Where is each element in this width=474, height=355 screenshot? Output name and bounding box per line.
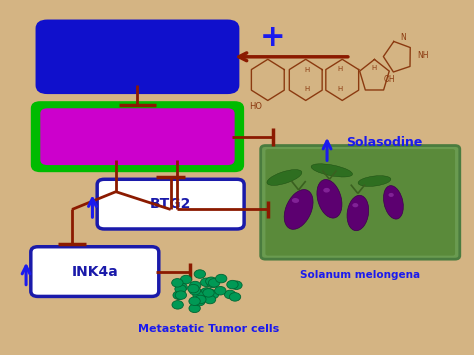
Circle shape [227,280,238,289]
Text: N: N [400,33,406,42]
Ellipse shape [317,180,342,218]
Circle shape [194,270,206,278]
Ellipse shape [267,170,302,185]
Circle shape [175,285,186,293]
Ellipse shape [389,193,394,197]
Ellipse shape [292,198,299,203]
Circle shape [200,289,211,297]
Circle shape [224,290,236,299]
Circle shape [181,275,192,284]
Text: INK4a: INK4a [72,264,118,279]
FancyBboxPatch shape [31,101,244,172]
Text: H: H [304,67,310,73]
FancyBboxPatch shape [261,146,460,259]
Circle shape [203,289,214,297]
Ellipse shape [383,186,403,219]
FancyBboxPatch shape [36,20,239,94]
Text: NH: NH [417,50,428,60]
Circle shape [216,274,227,283]
Circle shape [201,278,212,286]
Circle shape [201,288,212,296]
Circle shape [206,277,217,285]
Text: Solasodine: Solasodine [346,136,422,148]
Text: Solanum melongena: Solanum melongena [300,270,420,280]
FancyBboxPatch shape [97,179,244,229]
Text: +: + [260,23,285,52]
Circle shape [189,286,201,295]
Circle shape [176,283,187,291]
Ellipse shape [347,195,369,231]
Circle shape [204,295,216,304]
Text: OH: OH [384,75,396,84]
Ellipse shape [323,188,330,192]
Ellipse shape [311,164,353,177]
Circle shape [175,291,187,299]
Circle shape [188,284,199,293]
Ellipse shape [352,203,358,207]
Circle shape [207,279,219,288]
Circle shape [231,281,242,289]
Text: Metastatic Tumor cells: Metastatic Tumor cells [138,324,279,334]
Circle shape [172,301,183,309]
Circle shape [190,281,201,290]
Circle shape [172,279,183,287]
Circle shape [209,279,220,287]
Circle shape [189,304,201,313]
Circle shape [215,286,226,295]
Text: H: H [337,66,343,72]
Ellipse shape [358,176,391,186]
FancyBboxPatch shape [265,149,455,256]
FancyBboxPatch shape [31,247,159,296]
Text: HO: HO [249,102,263,111]
Text: H: H [371,65,376,71]
Circle shape [189,297,200,305]
Circle shape [173,291,184,300]
Circle shape [193,291,204,300]
Text: BTG2: BTG2 [150,197,191,211]
FancyBboxPatch shape [40,108,235,165]
Circle shape [208,290,219,299]
Circle shape [194,297,205,306]
Circle shape [195,295,206,304]
Text: H: H [337,87,343,92]
Circle shape [229,293,241,301]
Ellipse shape [284,190,313,229]
Text: H: H [304,87,310,92]
Circle shape [204,289,215,297]
